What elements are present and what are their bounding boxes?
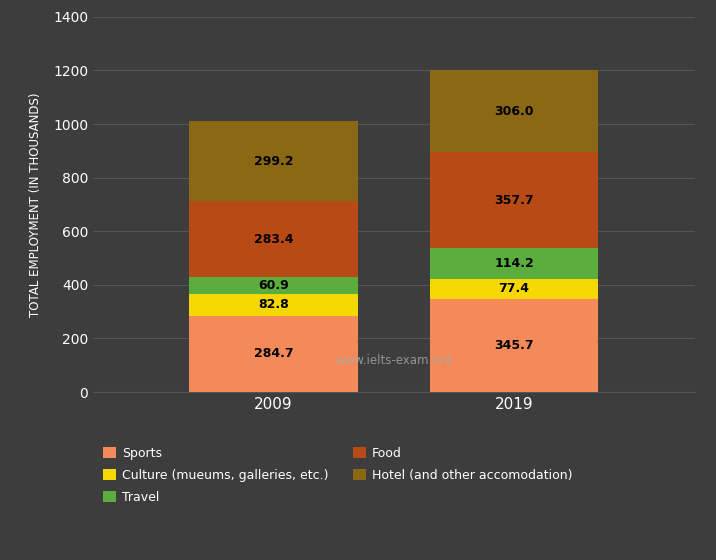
- Legend: Sports, Culture (mueums, galleries, etc.), Travel, Food, Hotel (and other accomo: Sports, Culture (mueums, galleries, etc.…: [100, 444, 576, 507]
- Bar: [430, 279, 599, 300]
- Bar: [189, 201, 358, 277]
- Bar: [189, 293, 358, 316]
- Bar: [189, 316, 358, 392]
- Text: 82.8: 82.8: [258, 298, 289, 311]
- Y-axis label: TOTAL EMPLOYMENT (IN THOUSANDS): TOTAL EMPLOYMENT (IN THOUSANDS): [29, 92, 42, 316]
- Text: 357.7: 357.7: [494, 194, 534, 207]
- Bar: [430, 70, 599, 152]
- Text: 77.4: 77.4: [498, 282, 530, 296]
- Text: 114.2: 114.2: [494, 257, 534, 270]
- Bar: [430, 300, 599, 392]
- Text: 284.7: 284.7: [253, 347, 294, 360]
- Bar: [430, 248, 599, 279]
- Text: 345.7: 345.7: [494, 339, 534, 352]
- Text: 283.4: 283.4: [253, 233, 294, 246]
- Text: 60.9: 60.9: [258, 279, 289, 292]
- Bar: [189, 277, 358, 293]
- Bar: [430, 152, 599, 248]
- Text: 299.2: 299.2: [253, 155, 294, 167]
- Text: 306.0: 306.0: [494, 105, 534, 118]
- Bar: [189, 121, 358, 201]
- Text: www.ielts-exam.net: www.ielts-exam.net: [335, 353, 453, 367]
